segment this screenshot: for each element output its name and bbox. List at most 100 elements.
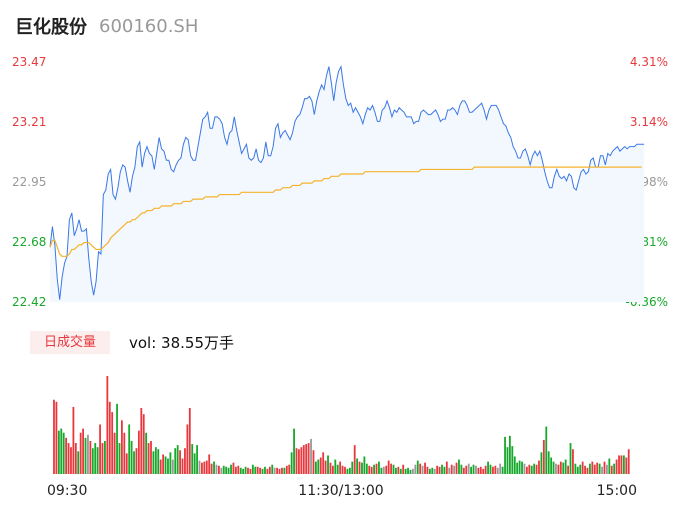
- volume-bar: [104, 440, 106, 474]
- volume-bar: [511, 446, 514, 474]
- volume-bar: [547, 451, 550, 474]
- volume-bar: [555, 463, 557, 474]
- price-tick-label: 22.95: [12, 175, 46, 189]
- volume-bar: [247, 467, 249, 474]
- volume-bar: [348, 467, 351, 474]
- volume-bar: [128, 424, 131, 474]
- volume-bar: [70, 447, 72, 474]
- volume-bars: [53, 376, 630, 474]
- volume-bar: [157, 449, 160, 474]
- volume-bar: [385, 465, 388, 474]
- volume-bar: [368, 465, 371, 474]
- volume-bar: [392, 464, 395, 474]
- volume-bar: [615, 459, 618, 474]
- volume-bar: [538, 460, 540, 474]
- volume-bar: [57, 430, 60, 474]
- volume-bar: [475, 465, 477, 474]
- volume-bar: [273, 467, 276, 474]
- volume-bar: [356, 458, 359, 474]
- volume-bar: [336, 464, 339, 474]
- volume-bar: [455, 462, 458, 474]
- volume-bar: [404, 468, 407, 474]
- volume-bar: [397, 466, 400, 474]
- volume-bar: [605, 464, 608, 474]
- volume-bar: [598, 463, 601, 474]
- volume-bar: [261, 468, 264, 474]
- volume-bar: [82, 428, 84, 474]
- volume-bar: [254, 466, 257, 474]
- volume-bar: [217, 465, 220, 474]
- volume-bar: [370, 466, 373, 474]
- volume-bar: [137, 430, 140, 474]
- volume-bar: [387, 460, 390, 474]
- volume-bar: [305, 444, 308, 474]
- volume-bar: [557, 464, 560, 474]
- volume-bar: [186, 424, 189, 474]
- volume-bar: [201, 462, 203, 474]
- time-axis-labels: 09:30 11:30/13:00 15:00: [47, 483, 637, 499]
- volume-bar: [419, 463, 422, 474]
- volume-bar: [601, 466, 603, 474]
- volume-bar: [334, 459, 337, 474]
- volume-bar: [135, 448, 138, 474]
- volume-bar: [339, 461, 342, 474]
- volume-bar: [276, 467, 278, 474]
- volume-bar: [120, 420, 123, 474]
- volume-bar: [53, 399, 55, 474]
- volume-bar: [499, 463, 502, 474]
- volume-bar: [242, 468, 245, 474]
- volume-bar: [79, 432, 82, 474]
- volume-bar: [479, 466, 482, 474]
- volume-bar: [409, 469, 412, 474]
- volume-bar: [622, 455, 625, 474]
- volume-bar: [458, 459, 460, 474]
- price-tick-label: 22.42: [12, 295, 46, 309]
- volume-bar: [445, 461, 448, 474]
- volume-bar: [251, 464, 254, 474]
- volume-bar: [271, 464, 274, 474]
- volume-bar: [470, 466, 472, 474]
- volume-bar: [344, 466, 346, 474]
- volume-bar: [540, 452, 543, 474]
- volume-bar: [96, 447, 99, 474]
- volume-bar: [232, 462, 235, 474]
- volume-bar: [222, 465, 225, 474]
- volume-bar: [140, 407, 143, 474]
- volume-bar: [167, 458, 169, 474]
- volume-bar: [416, 460, 419, 474]
- volume-bar: [123, 432, 126, 474]
- volume-bar: [164, 456, 167, 474]
- volume-bar: [327, 455, 329, 474]
- volume-bar: [487, 461, 489, 474]
- volume-bar: [380, 467, 383, 474]
- volume-bar: [591, 461, 594, 474]
- volume-bar: [74, 443, 77, 474]
- volume-bar: [230, 464, 232, 474]
- volume-bar: [208, 454, 211, 474]
- volume-bar: [361, 462, 363, 474]
- volume-bar: [89, 440, 92, 474]
- price-tick-label: 23.21: [12, 115, 46, 129]
- volume-bar: [414, 464, 417, 474]
- volume-bar: [482, 468, 485, 474]
- volume-bar: [618, 455, 620, 474]
- volume-bar: [513, 456, 516, 474]
- volume-bar: [550, 457, 553, 474]
- volume-bar: [477, 467, 480, 474]
- volume-bar: [576, 466, 579, 474]
- volume-bar: [586, 467, 589, 474]
- volume-bar: [525, 466, 528, 474]
- price-area-fill: [50, 66, 645, 302]
- volume-bar: [574, 463, 577, 474]
- volume-bar: [314, 461, 317, 474]
- volume-bar: [542, 439, 545, 474]
- price-line: [49, 64, 645, 300]
- volume-bar: [533, 463, 536, 474]
- volume-bar: [603, 461, 606, 474]
- volume-bar: [579, 464, 582, 474]
- volume-bar: [530, 465, 533, 474]
- volume-bar: [179, 450, 181, 474]
- volume-bar: [319, 457, 322, 474]
- volume-bar: [159, 459, 162, 474]
- volume-bar: [567, 465, 569, 474]
